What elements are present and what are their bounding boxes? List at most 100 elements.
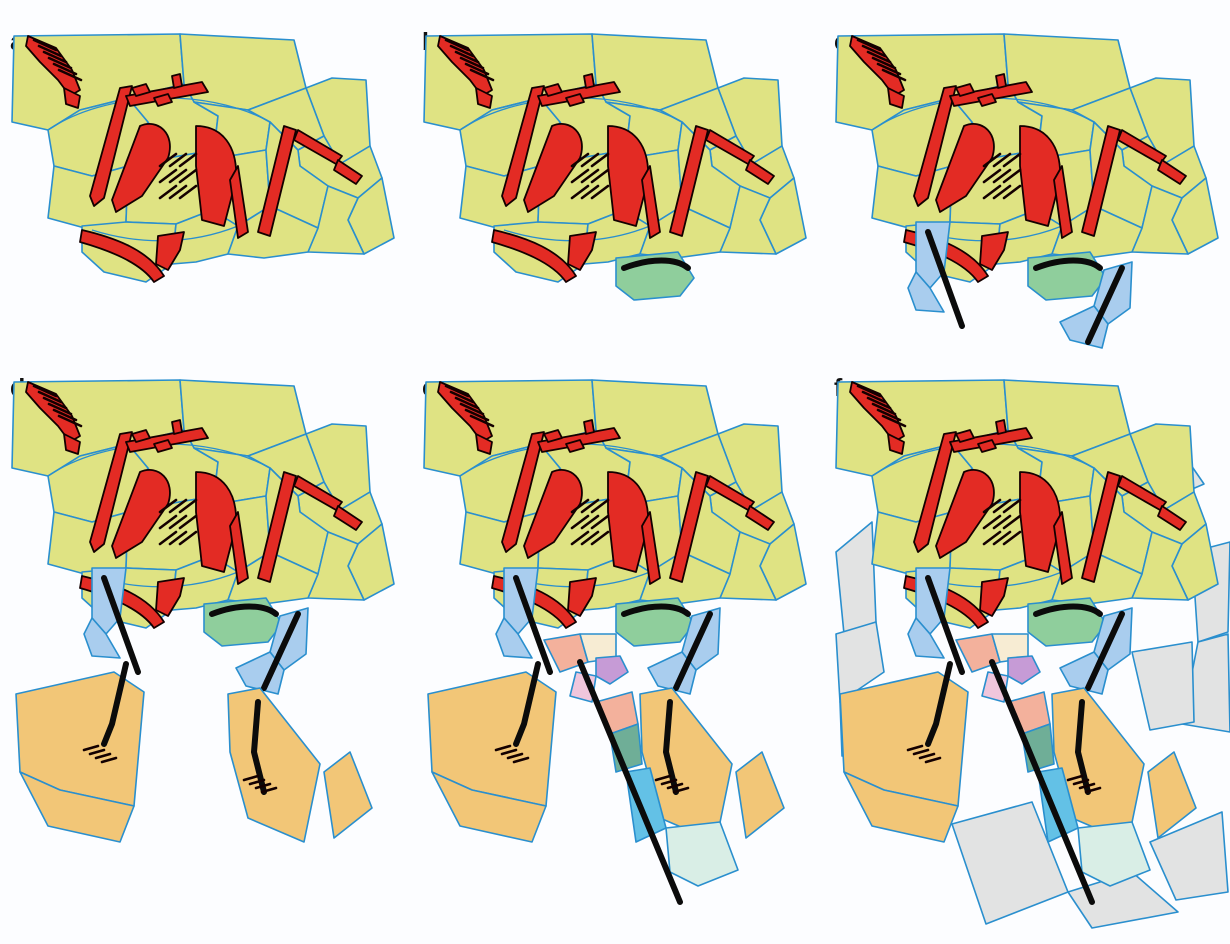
panel-e-toe-left-4	[512, 756, 530, 764]
panel-d-rib-9	[178, 530, 198, 546]
panel-d-rib-1	[158, 498, 178, 514]
panel-a-rib-1	[158, 152, 178, 168]
panel-e-rib-8	[580, 530, 600, 546]
panel-b-rib-8	[580, 184, 600, 200]
panel-c-vertebra-1	[955, 83, 975, 97]
panel-f-mandible	[887, 433, 905, 455]
panel-a-rib-5	[168, 168, 188, 184]
panel-b-rib-5	[580, 168, 600, 184]
panel-e-purple-slab	[595, 655, 629, 685]
panel-e-skull-rib-5	[464, 408, 490, 422]
panel-b-skull-rib-3	[454, 50, 480, 64]
panel-e-black-tarsus	[621, 603, 691, 617]
panel-e-sternum	[607, 471, 649, 573]
panel-d-orange-slab-left-lower	[19, 771, 135, 843]
panel-c-black-tibia-left	[925, 229, 965, 329]
panel-e-rib-1	[570, 498, 590, 514]
panel-f-foot-right-bones	[1074, 699, 1091, 795]
panel-e-toe-right-3	[666, 782, 684, 790]
panel-e-left-ulna	[523, 469, 583, 559]
panel-d-mandible	[63, 433, 81, 455]
panel-f-left-ulna	[935, 469, 995, 559]
panel-f-rib-6	[1002, 514, 1022, 530]
panel-f-toe-left-3	[918, 752, 936, 760]
panel-d-rib-2	[168, 498, 188, 514]
panel-f-drawing	[835, 379, 1230, 929]
panel-d-skull-rib-5	[52, 408, 78, 422]
panel-f-long-black-bone	[989, 659, 1095, 905]
panel-e-skull-rib-6	[469, 414, 495, 428]
panel-b-left-ulna	[523, 123, 583, 213]
panel-b-rib-7	[570, 184, 590, 200]
panel-d-left-humerus	[89, 431, 133, 553]
panel-f-black-tarsus	[1033, 603, 1103, 617]
panel-b-vertebra-3	[583, 73, 595, 89]
panel-e-vertebra-1	[543, 429, 563, 443]
panel-b-rib-3	[590, 152, 610, 168]
panel-b-skull-rib-6	[469, 68, 495, 82]
panel-c-left-ulna	[935, 123, 995, 213]
panel-b-furcula	[491, 229, 577, 283]
panel-b-skull-rib-1	[444, 38, 470, 52]
panel-e-skull-rib-3	[454, 396, 480, 410]
panel-e-mint-slab	[665, 821, 739, 887]
panel-c-skull-rib-4	[871, 56, 897, 70]
panel-d-rib-7	[158, 530, 178, 546]
panel-b-skull-rib-5	[464, 62, 490, 76]
panel-c-mandible	[887, 87, 905, 109]
panel-c-rib-9	[1002, 184, 1022, 200]
panel-a-left-ulna	[111, 123, 171, 213]
panel-f-rib-5	[992, 514, 1012, 530]
panel-f-grey-slab-5	[1131, 641, 1195, 731]
panel-d-vertebra-2	[153, 439, 173, 453]
panel-b-black-tarsus	[621, 257, 691, 271]
panel-d-sternum	[195, 471, 237, 573]
panel-a-skull-rib-3	[42, 50, 68, 64]
panel-f-grey-slab-8	[1149, 811, 1229, 901]
panel-e-black-tibia-left	[513, 575, 553, 675]
panel-c-pelvis-fragment	[979, 231, 1009, 271]
panel-c-skull-rib-1	[856, 38, 882, 52]
panel-b-skull-rib-2	[449, 44, 475, 58]
panel-e-skull-rib-1	[444, 384, 470, 398]
panel-f-right-humerus	[1081, 471, 1121, 583]
panel-e-rib-4	[570, 514, 590, 530]
panel-f-mint-slab	[1077, 821, 1151, 887]
panel-b-rib-2	[580, 152, 600, 168]
panel-b-vertebra-2	[565, 93, 585, 107]
panel-e-right-coracoid	[641, 511, 661, 585]
panel-f-toe-right-1	[1066, 774, 1084, 782]
panel-d-rib-4	[158, 514, 178, 530]
panel-d-foot-left-bones	[101, 661, 129, 747]
panel-d-toe-left-1	[82, 744, 100, 752]
panel-f-skull-rib-5	[876, 408, 902, 422]
panel-a-right-hand	[333, 159, 363, 185]
panel-f-right-coracoid	[1053, 511, 1073, 585]
panel-e-rib-7	[570, 530, 590, 546]
panel-b-rib-6	[590, 168, 610, 184]
panel-e-skull-rib-2	[449, 390, 475, 404]
panel-c-rib-4	[982, 168, 1002, 184]
panel-a-vertebra-3	[171, 73, 183, 89]
panel-c-rib-5	[992, 168, 1012, 184]
panel-d-black-tarsus	[209, 603, 279, 617]
panel-d-pelvis-fragment	[155, 577, 185, 617]
panel-a-rib-8	[168, 184, 188, 200]
panel-c-sternum	[1019, 125, 1061, 227]
panel-a-drawing	[11, 33, 395, 283]
panel-a-left-humerus	[89, 85, 133, 207]
panel-e-skull-rib-4	[459, 402, 485, 416]
panel-c-skull-rib-3	[866, 50, 892, 64]
panel-e-toe-right-4	[672, 786, 690, 794]
panel-f-black-tibia-left	[925, 575, 965, 675]
panel-d-drawing	[11, 379, 395, 843]
panel-f-skull-rib-2	[861, 390, 887, 404]
panel-f-rib-9	[1002, 530, 1022, 546]
panel-e-foot-left-bones	[513, 661, 541, 747]
panel-f-right-hand	[1157, 505, 1187, 531]
panel-d-skull-rib-3	[42, 396, 68, 410]
panel-f-toe-right-3	[1078, 782, 1096, 790]
panel-f-rib-2	[992, 498, 1012, 514]
panel-b-pelvis-fragment	[567, 231, 597, 271]
panel-c-right-humerus	[1081, 125, 1121, 237]
